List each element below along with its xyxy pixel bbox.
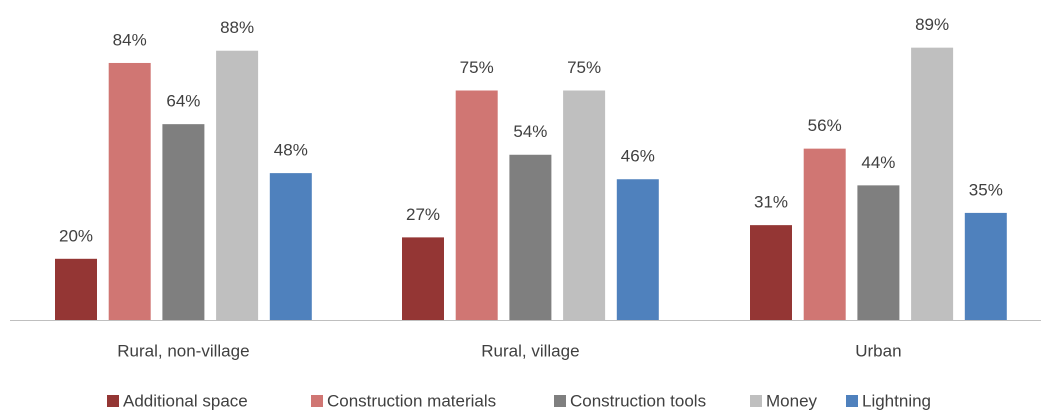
bar [803,148,846,320]
data-label: 75% [567,58,601,77]
bar [964,212,1007,320]
data-label: 75% [460,58,494,77]
data-label: 88% [220,18,254,37]
data-label: 54% [513,122,547,141]
bar [108,62,151,321]
legend-label: Construction materials [327,391,496,410]
bar [216,50,259,320]
data-label: 84% [113,30,147,49]
bar [55,258,97,320]
legend-swatch [554,395,566,407]
x-tick-label: Rural, non-village [117,341,249,360]
bar [750,225,792,320]
legend-swatch [311,395,323,407]
data-label: 20% [59,226,93,245]
x-tick-label: Rural, village [481,341,579,360]
data-label: 48% [274,141,308,160]
data-label: 64% [166,92,200,111]
bar [857,185,900,320]
legend-label: Lightning [862,391,931,410]
data-label: 56% [808,116,842,135]
legend-swatch [750,395,762,407]
legend-label: Money [766,391,818,410]
data-label: 89% [915,15,949,34]
data-label: 31% [754,193,788,212]
bar [616,179,659,320]
data-label: 44% [861,153,895,172]
x-tick-label: Urban [855,341,901,360]
bar [269,173,312,320]
bar [911,47,954,320]
data-label: 35% [969,180,1003,199]
data-label: 46% [621,147,655,166]
legend-label: Construction tools [570,391,706,410]
bar [509,154,552,320]
bar [162,124,205,320]
data-label: 27% [406,205,440,224]
bar [455,90,498,320]
bar [402,237,444,320]
legend-swatch [107,395,119,407]
bar [563,90,606,320]
legend-label: Additional space [123,391,248,410]
legend-swatch [846,395,858,407]
